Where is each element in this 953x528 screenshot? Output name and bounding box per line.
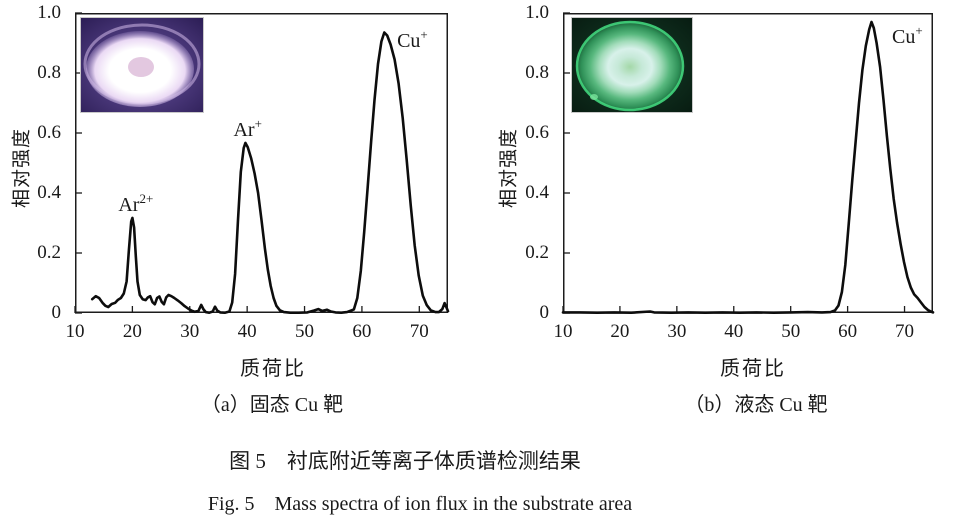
x-axis-label-b: 质荷比	[720, 358, 786, 380]
panel-caption-a: （a）固态 Cu 靶	[200, 394, 344, 416]
y-tick-label: 0.4	[525, 182, 549, 203]
peak-label-cuplus: Cu+	[397, 27, 428, 52]
peak-label-arplus: Ar+	[233, 115, 262, 141]
x-tick-label: 60	[838, 321, 858, 342]
y-tick-label: 0.4	[37, 182, 61, 203]
y-tick-label: 0.8	[525, 62, 549, 83]
y-axis-label-b: 相对强度	[498, 127, 520, 209]
figure-caption-zh: 图 5 衬底附近等离子体质谱检测结果	[229, 449, 581, 473]
plasma-center-spot	[128, 57, 154, 77]
x-tick-label: 10	[553, 321, 573, 342]
x-axis-label-a: 质荷比	[240, 358, 306, 380]
y-tick-label: 0	[51, 302, 62, 323]
plasma-rim-hotspot	[590, 94, 598, 100]
plasma-green-glow	[577, 22, 683, 110]
x-tick-label: 30	[667, 321, 687, 342]
peak-label-cuplus: Cu+	[892, 22, 923, 48]
plot-area-b: 10 20 30 40 50 60 70 0 0.2 0.4 0.6 0.8 1.0 Cu+	[525, 2, 935, 342]
y-tick-label: 0	[539, 302, 550, 323]
peak-label-superscript: 2+	[139, 190, 154, 206]
x-tick-label: 40	[237, 321, 257, 342]
x-tick-label: 50	[295, 321, 315, 342]
plasma-photo-liquid-target	[571, 17, 693, 113]
x-tick-label: 60	[352, 321, 372, 342]
plot-area-a: 10 20 30 40 50 60 70 0 0.2 0.4 0.6 0.8 1.0 Ar2+ Ar+ Cu+	[37, 2, 450, 342]
peak-label-ar2plus: Ar2+	[118, 190, 154, 216]
y-tick-label: 0.8	[37, 62, 61, 83]
figure-caption-en: Fig. 5 Mass spectra of ion flux in the s…	[207, 493, 633, 515]
y-tick-label: 1.0	[525, 2, 549, 23]
panel-caption-b: （b）液态 Cu 靶	[684, 394, 828, 416]
y-tick-label: 1.0	[37, 2, 61, 23]
x-tick-label: 50	[781, 321, 801, 342]
y-tick-label: 0.6	[525, 122, 549, 143]
spectrum-curve-a	[74, 12, 450, 314]
x-tick-label: 30	[180, 321, 200, 342]
x-tick-label: 20	[610, 321, 630, 342]
peak-label-superscript: +	[915, 22, 923, 38]
x-tick-label: 40	[724, 321, 744, 342]
spectrum-curve-b	[561, 12, 935, 314]
x-tick-label: 70	[895, 321, 915, 342]
y-tick-label: 0.2	[525, 242, 549, 263]
plasma-photo-solid-target	[80, 17, 204, 113]
y-tick-label: 0.2	[37, 242, 61, 263]
y-tick-label: 0.6	[37, 122, 61, 143]
peak-label-superscript: +	[420, 27, 428, 43]
x-tick-label: 70	[409, 321, 429, 342]
plasma-green-rim	[575, 20, 685, 112]
x-tick-label: 10	[65, 321, 85, 342]
peak-label-superscript: +	[254, 115, 262, 131]
x-tick-label: 20	[122, 321, 142, 342]
